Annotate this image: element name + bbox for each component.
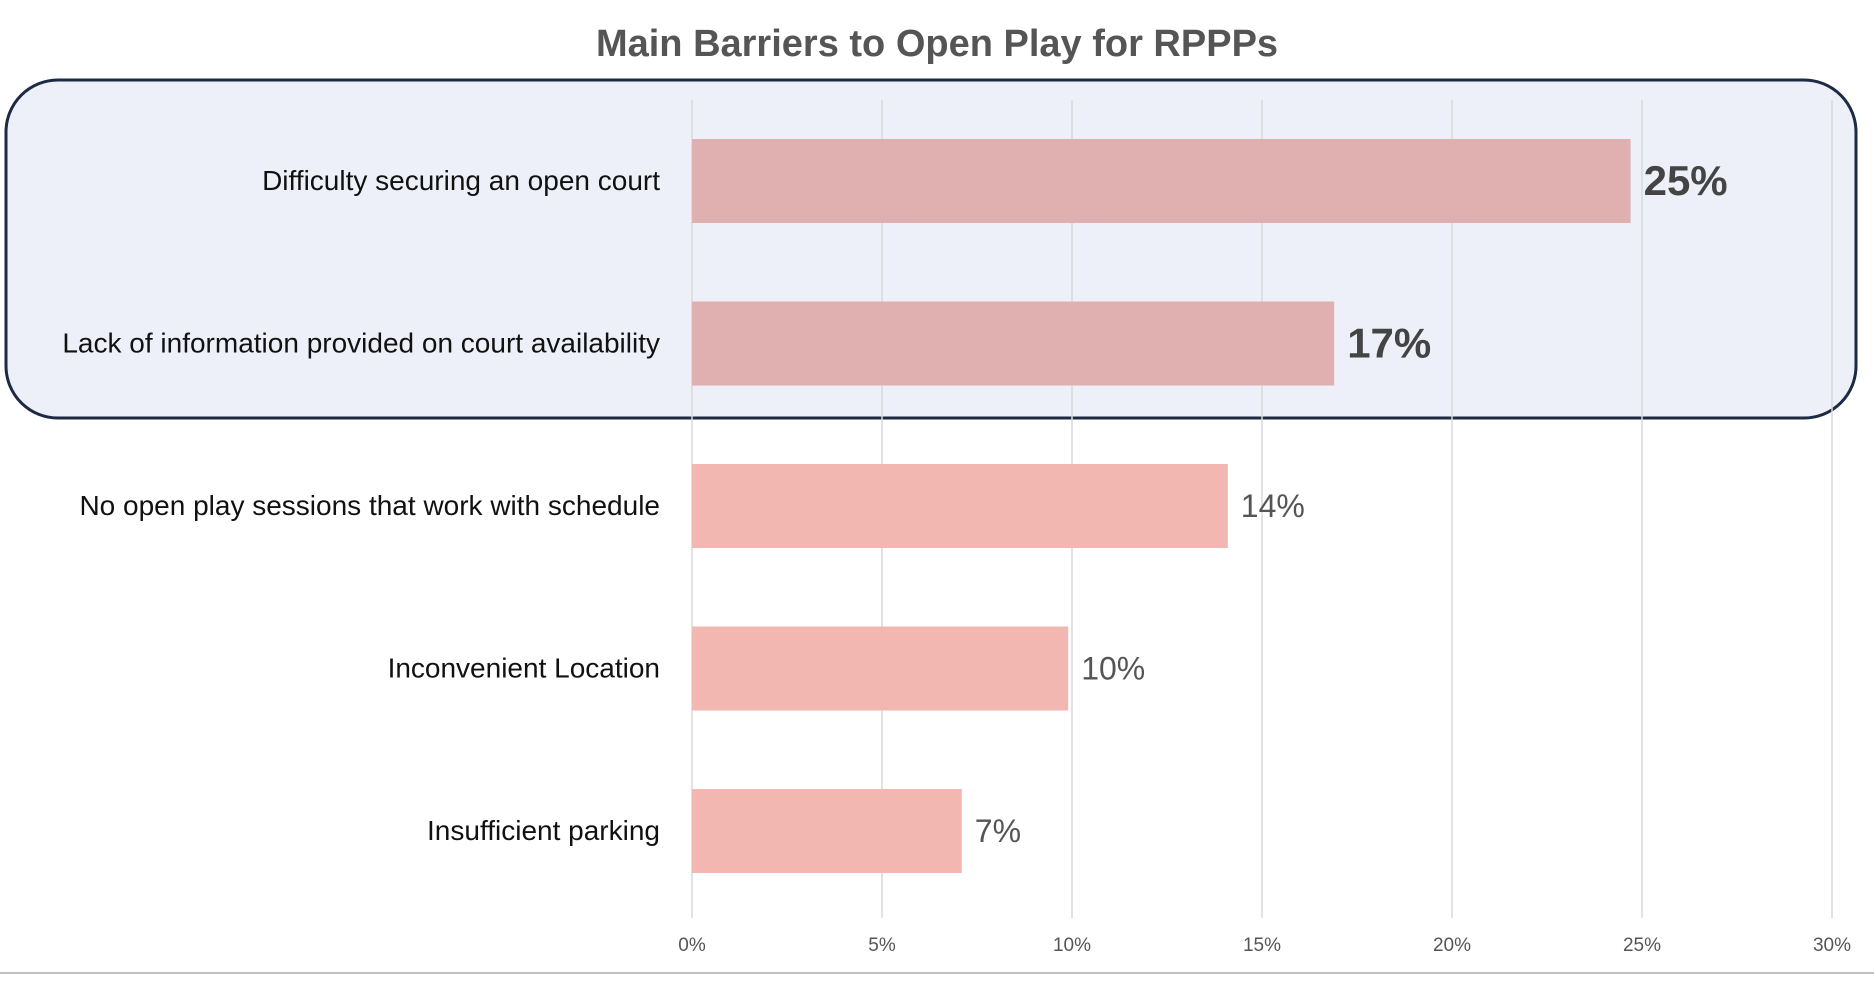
bars xyxy=(692,139,1631,873)
category-label: Insufficient parking xyxy=(427,815,660,846)
x-tick-label: 0% xyxy=(678,935,706,956)
category-label: No open play sessions that work with sch… xyxy=(79,490,660,521)
x-tick-label: 25% xyxy=(1623,935,1661,956)
category-label: Inconvenient Location xyxy=(388,653,660,684)
bar xyxy=(692,789,962,873)
x-axis-ticks: 0% 5% 10% 15% 20% 25% 30% xyxy=(678,935,1851,956)
x-tick-label: 10% xyxy=(1053,935,1091,956)
category-label: Lack of information provided on court av… xyxy=(62,328,660,359)
data-label: 25% xyxy=(1644,157,1728,204)
bar xyxy=(692,139,1631,223)
x-tick-label: 15% xyxy=(1243,935,1281,956)
x-tick-label: 20% xyxy=(1433,935,1471,956)
bar xyxy=(692,464,1228,548)
data-label: 7% xyxy=(975,813,1021,849)
bar xyxy=(692,626,1069,711)
x-tick-label: 5% xyxy=(868,935,896,956)
x-tick-label: 30% xyxy=(1813,935,1851,956)
data-label: 14% xyxy=(1241,488,1305,524)
chart-title: Main Barriers to Open Play for RPPPs xyxy=(596,23,1278,65)
data-label: 10% xyxy=(1081,651,1145,687)
category-label: Difficulty securing an open court xyxy=(262,165,660,196)
bar xyxy=(692,301,1335,386)
data-label: 17% xyxy=(1347,320,1431,367)
category-labels: Difficulty securing an open court Lack of… xyxy=(62,165,660,846)
data-labels: 25% 17% 14% 10% 7% xyxy=(975,157,1728,849)
